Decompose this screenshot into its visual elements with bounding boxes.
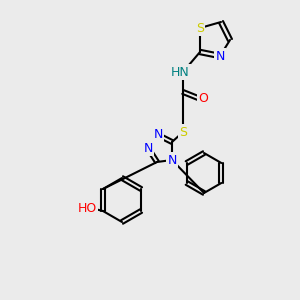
Text: S: S	[179, 125, 187, 139]
Text: N: N	[143, 142, 153, 154]
Text: S: S	[196, 22, 204, 34]
Text: HO: HO	[77, 202, 97, 215]
Text: HN: HN	[171, 65, 189, 79]
Text: O: O	[198, 92, 208, 104]
Text: N: N	[153, 128, 163, 142]
Text: N: N	[215, 50, 225, 62]
Text: N: N	[167, 154, 177, 166]
